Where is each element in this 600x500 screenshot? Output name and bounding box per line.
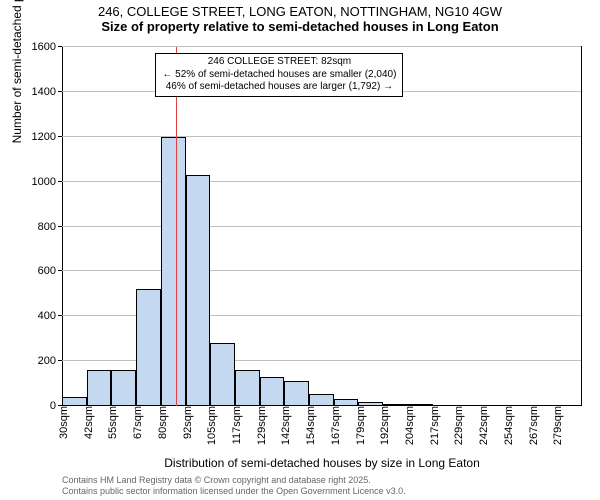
gridline — [62, 46, 581, 47]
histogram-bar — [186, 175, 211, 406]
ytick-label: 800 — [22, 221, 62, 233]
histogram-bar — [111, 370, 136, 406]
histogram-bar — [260, 377, 285, 406]
histogram-bar — [62, 397, 87, 406]
chart-container: 246, COLLEGE STREET, LONG EATON, NOTTING… — [0, 0, 600, 500]
histogram-bar — [334, 399, 359, 406]
credits: Contains HM Land Registry data © Crown c… — [62, 475, 406, 496]
histogram-bar — [284, 381, 309, 406]
credits-line1: Contains HM Land Registry data © Crown c… — [62, 475, 406, 485]
ytick-label: 1000 — [22, 176, 62, 188]
histogram-bar — [235, 370, 260, 406]
histogram-bar — [161, 137, 186, 406]
gridline — [62, 181, 581, 182]
ytick-label: 1200 — [22, 131, 62, 143]
ytick-label: 1600 — [22, 41, 62, 53]
ytick-label: 600 — [22, 265, 62, 277]
gridline — [62, 270, 581, 271]
annotation-smaller: ← 52% of semi-detached houses are smalle… — [162, 69, 396, 82]
y-axis-label: Number of semi-detached properties — [10, 0, 24, 226]
title-address: 246, COLLEGE STREET, LONG EATON, NOTTING… — [0, 0, 600, 19]
ytick-label: 1400 — [22, 86, 62, 98]
title-subtitle: Size of property relative to semi-detach… — [0, 19, 600, 38]
reference-line — [176, 47, 177, 406]
gridline — [62, 226, 581, 227]
annotation-title: 246 COLLEGE STREET: 82sqm — [162, 56, 396, 69]
x-axis-label: Distribution of semi-detached houses by … — [62, 456, 582, 470]
gridline — [62, 136, 581, 137]
histogram-bar — [136, 289, 161, 406]
ytick-label: 200 — [22, 355, 62, 367]
credits-line2: Contains public sector information licen… — [62, 486, 406, 496]
plot-region: 0200400600800100012001400160030sqm42sqm5… — [62, 46, 582, 406]
y-axis — [62, 47, 63, 406]
chart-area: 0200400600800100012001400160030sqm42sqm5… — [62, 46, 582, 406]
histogram-bar — [87, 370, 112, 406]
ytick-label: 400 — [22, 310, 62, 322]
annotation-larger: 46% of semi-detached houses are larger (… — [162, 81, 396, 94]
annotation-box: 246 COLLEGE STREET: 82sqm← 52% of semi-d… — [155, 53, 403, 97]
histogram-bar — [210, 343, 235, 406]
histogram-bar — [309, 394, 334, 406]
ytick-label: 0 — [22, 400, 62, 412]
